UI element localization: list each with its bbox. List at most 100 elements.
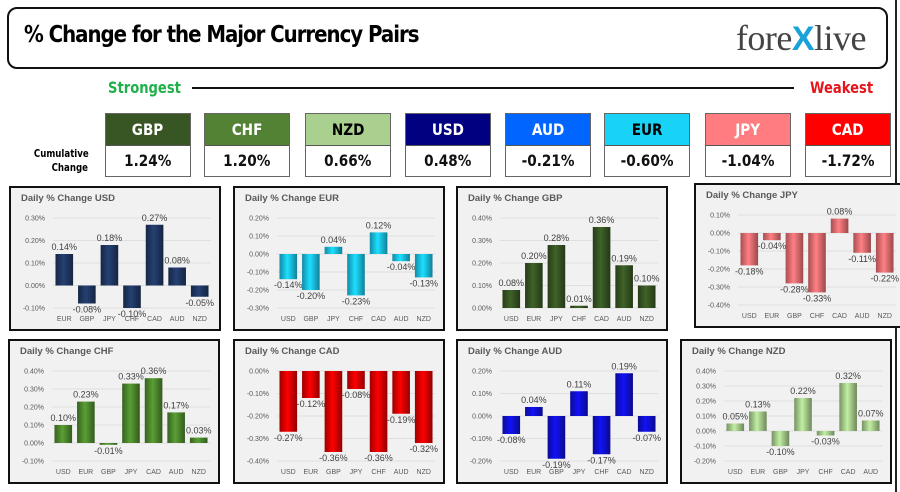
svg-text:AUD: AUD bbox=[394, 316, 409, 323]
svg-text:JPY: JPY bbox=[350, 469, 363, 476]
svg-text:GBP: GBP bbox=[101, 469, 116, 476]
svg-text:CAD: CAD bbox=[146, 469, 161, 476]
svg-text:EUR: EUR bbox=[526, 469, 541, 476]
svg-text:-0.12%: -0.12% bbox=[297, 399, 326, 409]
chart-title: Daily % Change CAD bbox=[245, 346, 340, 357]
chart-title: Daily % Change NZD bbox=[692, 346, 786, 357]
chart-gbp: 0.40% 0.30% 0.20% 0.10% 0.00% 0.08% USD 0.20% EU… bbox=[456, 186, 668, 331]
svg-text:-0.18%: -0.18% bbox=[735, 266, 764, 276]
svg-text:0.30%: 0.30% bbox=[25, 216, 45, 223]
svg-text:0.07%: 0.07% bbox=[858, 409, 884, 419]
svg-text:-0.28%: -0.28% bbox=[780, 284, 809, 294]
page-title: % Change for the Major Currency Pairs bbox=[24, 22, 419, 48]
svg-text:-0.10%: -0.10% bbox=[247, 391, 269, 398]
svg-text:0.28%: 0.28% bbox=[544, 233, 570, 243]
bar-chart-svg: 0.10% 0.00% -0.10% -0.20% -0.30% -0.40% -0.18%… bbox=[708, 207, 899, 320]
svg-text:0.20%: 0.20% bbox=[25, 238, 45, 245]
svg-text:0.03%: 0.03% bbox=[186, 426, 212, 436]
svg-text:EUR: EUR bbox=[78, 469, 93, 476]
rank-value: -0.60% bbox=[605, 146, 689, 176]
svg-text:AUD: AUD bbox=[170, 316, 185, 323]
bar-chart-svg: 0.40% 0.30% 0.20% 0.10% 0.00% -0.10% -0.20% 0.0… bbox=[694, 369, 884, 477]
rank-box-aud: AUD -0.21% bbox=[505, 113, 591, 177]
svg-text:0.10%: 0.10% bbox=[696, 414, 716, 421]
svg-text:CAD: CAD bbox=[617, 469, 632, 476]
svg-text:GBP: GBP bbox=[787, 313, 802, 320]
svg-text:CHF: CHF bbox=[371, 469, 385, 476]
svg-text:0.00%: 0.00% bbox=[710, 231, 730, 238]
svg-text:CHF: CHF bbox=[572, 316, 586, 323]
svg-text:0.30%: 0.30% bbox=[472, 238, 492, 245]
svg-text:0.04%: 0.04% bbox=[521, 395, 547, 405]
svg-text:-0.36%: -0.36% bbox=[364, 453, 393, 463]
rank-currency: AUD bbox=[506, 114, 590, 146]
svg-text:0.00%: 0.00% bbox=[472, 306, 492, 313]
svg-text:JPY: JPY bbox=[573, 469, 586, 476]
svg-text:NZD: NZD bbox=[878, 313, 892, 320]
rank-value: -1.72% bbox=[806, 146, 890, 176]
svg-text:-0.05%: -0.05% bbox=[185, 298, 214, 308]
svg-text:GBP: GBP bbox=[303, 316, 318, 323]
chart-title: Daily % Change EUR bbox=[245, 193, 339, 204]
svg-text:CAD: CAD bbox=[147, 316, 162, 323]
svg-text:0.00%: 0.00% bbox=[24, 441, 44, 448]
svg-text:-0.11%: -0.11% bbox=[848, 254, 876, 264]
chart-title: Daily % Change GBP bbox=[468, 193, 563, 204]
rank-box-usd: USD 0.48% bbox=[405, 113, 491, 177]
svg-text:-0.27%: -0.27% bbox=[274, 433, 303, 443]
svg-text:-0.30%: -0.30% bbox=[247, 436, 269, 443]
svg-text:0.40%: 0.40% bbox=[472, 216, 492, 223]
svg-text:0.27%: 0.27% bbox=[142, 213, 168, 223]
svg-text:-0.10%: -0.10% bbox=[766, 447, 795, 457]
svg-text:0.08%: 0.08% bbox=[499, 278, 525, 288]
svg-text:0.11%: 0.11% bbox=[567, 379, 592, 389]
svg-text:-0.10%: -0.10% bbox=[694, 444, 716, 451]
svg-text:0.10%: 0.10% bbox=[25, 261, 45, 268]
svg-text:EUR: EUR bbox=[764, 313, 779, 320]
svg-text:GBP: GBP bbox=[79, 316, 94, 323]
svg-text:USD: USD bbox=[504, 316, 519, 323]
chart-cad: 0.00% -0.10% -0.20% -0.30% -0.40% -0.27% USD -0… bbox=[233, 339, 445, 484]
cumulative-label-line2: Change bbox=[51, 162, 88, 174]
svg-text:0.10%: 0.10% bbox=[24, 423, 44, 430]
svg-text:GBP: GBP bbox=[773, 469, 788, 476]
bar-chart-svg: 0.40% 0.30% 0.20% 0.10% 0.00% 0.08% USD 0.20% EU… bbox=[472, 215, 660, 323]
svg-text:EUR: EUR bbox=[303, 469, 318, 476]
svg-text:-0.10%: -0.10% bbox=[118, 309, 147, 319]
svg-text:GBP: GBP bbox=[326, 469, 341, 476]
svg-text:0.10%: 0.10% bbox=[51, 413, 77, 423]
svg-text:0.33%: 0.33% bbox=[118, 372, 144, 382]
svg-text:0.10%: 0.10% bbox=[634, 274, 660, 284]
rank-currency: USD bbox=[406, 114, 490, 146]
svg-text:JPY: JPY bbox=[797, 469, 810, 476]
svg-text:0.19%: 0.19% bbox=[611, 361, 637, 371]
svg-text:0.00%: 0.00% bbox=[249, 252, 269, 259]
svg-text:-0.36%: -0.36% bbox=[319, 453, 348, 463]
svg-text:0.23%: 0.23% bbox=[73, 390, 99, 400]
svg-text:CHF: CHF bbox=[125, 316, 139, 323]
forexlive-logo: foreXlive bbox=[736, 17, 867, 59]
rank-currency: JPY bbox=[706, 114, 790, 146]
bar-chart-svg: 0.40% 0.30% 0.20% 0.10% 0.00% -0.10% 0.10% USD 0… bbox=[22, 366, 212, 476]
svg-text:JPY: JPY bbox=[103, 316, 116, 323]
svg-text:NZD: NZD bbox=[193, 316, 207, 323]
rank-box-eur: EUR -0.60% bbox=[604, 113, 690, 177]
svg-text:-0.10%: -0.10% bbox=[708, 249, 730, 256]
svg-text:-0.08%: -0.08% bbox=[497, 435, 526, 445]
weakest-label: Weakest bbox=[810, 78, 874, 97]
svg-text:0.36%: 0.36% bbox=[589, 215, 615, 225]
svg-text:0.10%: 0.10% bbox=[472, 283, 492, 290]
cumulative-change-label: Cumulative Change bbox=[34, 147, 89, 175]
logo-text-right: live bbox=[814, 18, 866, 58]
rank-box-jpy: JPY -1.04% bbox=[705, 113, 791, 177]
svg-text:-0.20%: -0.20% bbox=[247, 414, 269, 421]
rank-value: 0.48% bbox=[406, 146, 490, 176]
rank-currency: CHF bbox=[205, 114, 289, 146]
svg-text:-0.20%: -0.20% bbox=[297, 291, 326, 301]
svg-text:AUD: AUD bbox=[855, 313, 870, 320]
svg-text:-0.19%: -0.19% bbox=[387, 415, 416, 425]
svg-text:-0.04%: -0.04% bbox=[387, 262, 416, 272]
svg-text:0.36%: 0.36% bbox=[141, 366, 167, 376]
rank-box-cad: CAD -1.72% bbox=[805, 113, 891, 177]
rank-value: 1.24% bbox=[106, 146, 190, 176]
